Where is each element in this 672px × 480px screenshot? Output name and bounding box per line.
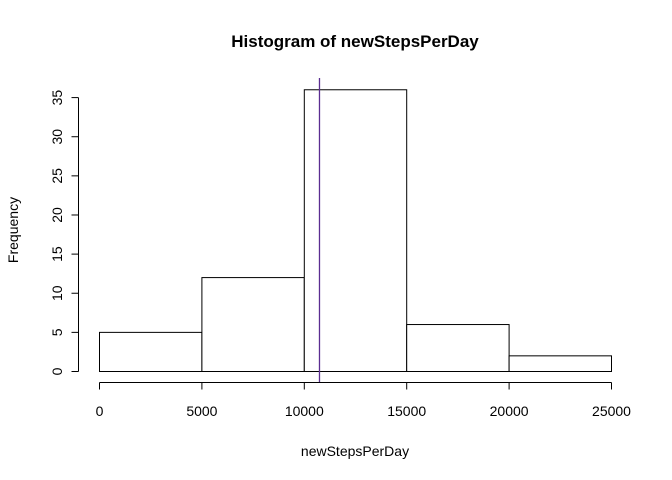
histogram-bar-4 [508, 355, 613, 373]
y-tick-label-2: 10 [49, 285, 65, 301]
bars-layer [99, 89, 613, 373]
y-tick-label-1: 5 [49, 328, 65, 336]
x-tick-label-2: 10000 [285, 403, 324, 419]
x-tick-label-5: 25000 [592, 403, 631, 419]
x-axis-label: newStepsPerDay [301, 443, 409, 459]
y-axis-label: Frequency [5, 197, 21, 263]
histogram-bar-3 [406, 324, 510, 372]
x-tick-label-0: 0 [96, 403, 104, 419]
histogram-bar-2 [303, 89, 408, 373]
histogram-bar-0 [99, 331, 203, 372]
y-tick-label-5: 25 [49, 168, 65, 184]
chart-title: Histogram of newStepsPerDay [231, 32, 479, 51]
y-tick-label-4: 20 [49, 207, 65, 223]
histogram-bar-1 [201, 277, 305, 373]
y-tick-label-7: 35 [49, 90, 65, 106]
x-axis: 0 5000 10000 15000 20000 25000 [96, 382, 631, 419]
y-tick-label-0: 0 [49, 367, 65, 375]
y-tick-label-6: 30 [49, 129, 65, 145]
y-tick-label-3: 15 [49, 246, 65, 262]
x-tick-label-3: 15000 [387, 403, 426, 419]
x-tick-label-1: 5000 [186, 403, 217, 419]
x-tick-label-4: 20000 [490, 403, 529, 419]
y-axis: 0 5 10 15 20 25 30 35 [49, 90, 79, 375]
